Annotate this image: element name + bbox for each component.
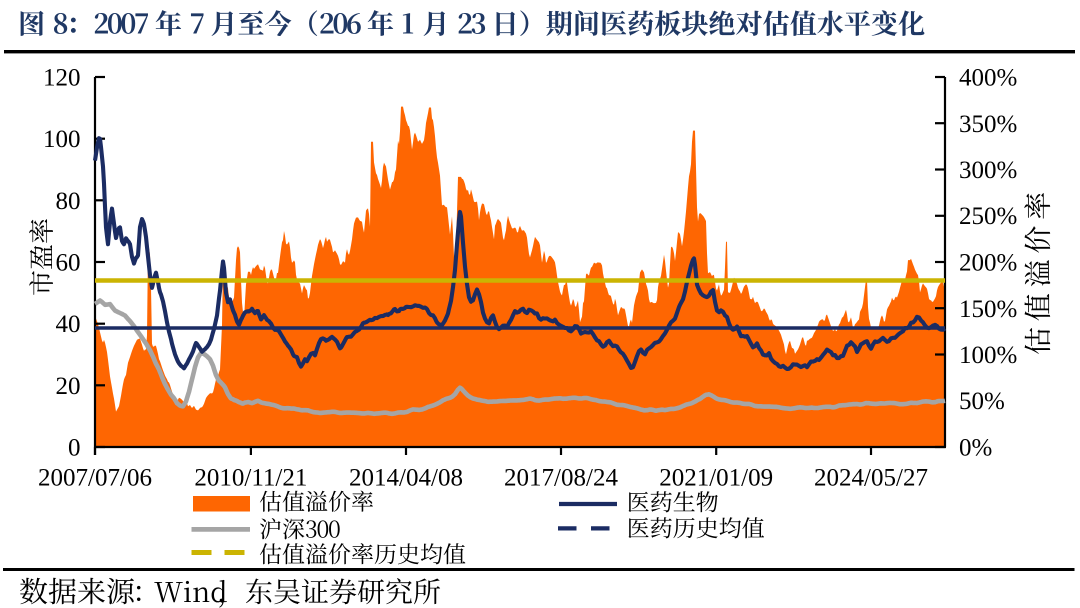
svg-text:400%: 400% xyxy=(959,65,1017,92)
svg-text:100: 100 xyxy=(43,126,81,153)
svg-text:2021/01/09: 2021/01/09 xyxy=(659,465,773,492)
svg-text:300%: 300% xyxy=(959,157,1017,184)
svg-text:40: 40 xyxy=(56,311,81,338)
svg-text:0%: 0% xyxy=(959,435,992,462)
svg-text:2010/11/21: 2010/11/21 xyxy=(194,465,307,492)
svg-text:0: 0 xyxy=(68,435,81,462)
svg-text:350%: 350% xyxy=(959,111,1017,138)
svg-text:2007/07/06: 2007/07/06 xyxy=(38,465,152,492)
svg-text:200%: 200% xyxy=(959,250,1017,277)
svg-text:2017/08/24: 2017/08/24 xyxy=(504,465,618,492)
svg-text:80: 80 xyxy=(56,188,81,215)
svg-text:100%: 100% xyxy=(959,342,1017,369)
svg-text:20: 20 xyxy=(56,373,81,400)
svg-text:2024/05/27: 2024/05/27 xyxy=(814,465,928,492)
svg-text:60: 60 xyxy=(56,250,81,277)
svg-text:150%: 150% xyxy=(959,296,1017,323)
svg-text:50%: 50% xyxy=(959,388,1005,415)
svg-text:2014/04/08: 2014/04/08 xyxy=(349,465,463,492)
svg-text:120: 120 xyxy=(43,65,81,92)
svg-text:250%: 250% xyxy=(959,203,1017,230)
